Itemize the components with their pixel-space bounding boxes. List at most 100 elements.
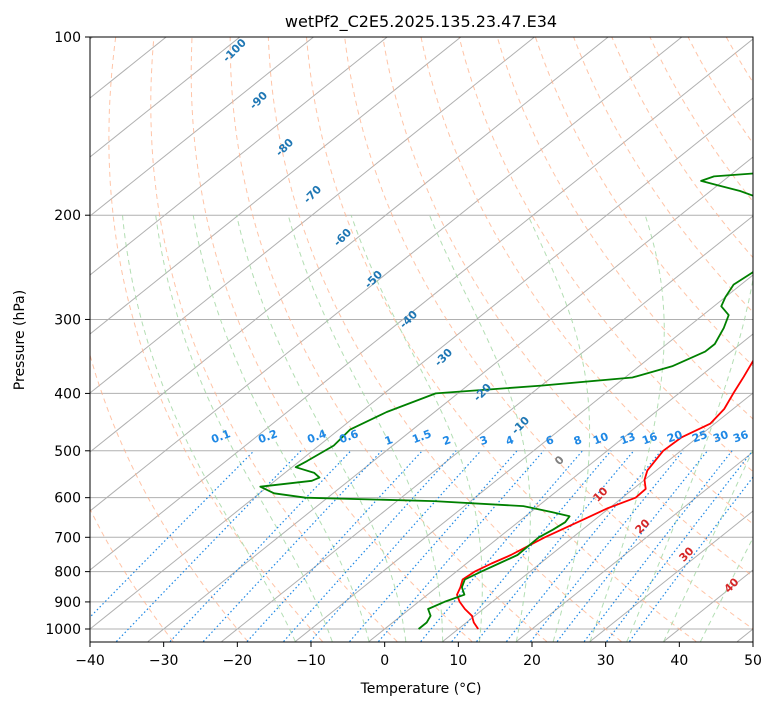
moist-adiabat-line	[192, 215, 370, 642]
x-axis: −40 −30 −20 −10 0 10 20 30 40 50	[75, 642, 762, 669]
dewpoint-profile-line	[259, 172, 753, 630]
mixing-ratio-label: 4	[504, 433, 516, 448]
mixing-ratio-line	[169, 450, 352, 642]
adiabat-label: 10	[591, 484, 611, 504]
dry-adiabats	[90, 37, 775, 642]
mixing-ratio-label: 6	[544, 433, 556, 448]
mixing-ratio-label: 36	[731, 428, 750, 446]
mixing-ratio-label: 25	[690, 428, 709, 445]
dry-adiabat-line	[534, 37, 753, 367]
line-labels: -100-90-80-70-60-50-40-30-20-10010203040…	[209, 36, 750, 596]
mixing-ratio-line	[530, 450, 684, 642]
moist-adiabat-line	[589, 215, 665, 642]
dry-adiabat-line	[725, 37, 753, 84]
mixing-ratio-line	[476, 450, 635, 642]
mixing-ratio-label: 1.5	[410, 427, 433, 446]
moist-adiabat-line	[527, 214, 591, 642]
adiabat-label: 30	[677, 544, 697, 564]
mixing-ratio-line	[349, 450, 518, 642]
isotherm-line	[442, 392, 753, 642]
dry-adiabat-line	[687, 37, 753, 145]
dry-adiabat-line	[150, 37, 398, 642]
moist-adiabat-line	[350, 215, 483, 642]
dry-adiabat-line	[496, 37, 753, 420]
isotherm-line	[221, 215, 753, 642]
mixing-ratio-line	[246, 450, 423, 642]
mixing-ratio-line	[629, 476, 753, 642]
adiabat-label: -40	[397, 308, 420, 331]
dry-adiabat-line	[764, 37, 775, 642]
dry-adiabat-line	[267, 37, 622, 642]
mixing-ratio-label: 0.6	[337, 427, 360, 446]
mixing-ratio-line	[378, 450, 545, 642]
y-tick-label: 600	[54, 491, 81, 507]
adiabat-label: -10	[509, 414, 532, 437]
adiabat-label: -100	[220, 36, 249, 65]
moist-adiabats	[122, 214, 753, 642]
moist-adiabat-line	[429, 215, 531, 642]
sounding-series	[259, 172, 753, 630]
y-axis: 100 200 300 400 500 600 700 800 900 1000	[45, 30, 90, 638]
moist-adiabat-line	[663, 448, 753, 642]
x-tick-label: 10	[449, 653, 467, 669]
moist-adiabat-line	[236, 215, 407, 642]
temperature-profile-line	[456, 359, 753, 630]
x-tick-label: −10	[296, 653, 326, 669]
mixing-ratio-label: 0.1	[209, 427, 232, 446]
mixing-ratio-line	[115, 450, 302, 642]
mixing-ratio-label: 8	[572, 433, 584, 448]
mixing-ratio-label: 20	[665, 428, 684, 446]
adiabat-label: 20	[633, 516, 653, 536]
mixing-ratio-label: 30	[711, 428, 730, 446]
x-tick-label: 20	[523, 653, 541, 669]
mixing-ratio-label: 0.4	[305, 427, 328, 446]
adiabat-label: -20	[471, 381, 494, 404]
dry-adiabat-line	[229, 37, 548, 642]
adiabat-label: -70	[301, 183, 324, 206]
x-tick-label: 40	[670, 653, 688, 669]
x-tick-label: 50	[744, 653, 762, 669]
y-tick-label: 700	[54, 530, 81, 546]
dry-adiabat-line	[108, 37, 323, 642]
moist-adiabat-line	[155, 215, 333, 642]
isotherm-line	[90, 37, 241, 158]
y-axis-title: Pressure (hPa)	[12, 290, 28, 390]
dry-adiabat-line	[382, 37, 753, 578]
plot-area: -100-90-80-70-60-50-40-30-20-10010203040…	[90, 36, 775, 642]
x-tick-label: −30	[149, 653, 179, 669]
y-tick-label: 1000	[45, 622, 81, 638]
y-tick-label: 900	[54, 595, 81, 611]
adiabat-label: -50	[362, 268, 385, 291]
mixing-ratio-line	[283, 450, 457, 642]
isotherm-line	[90, 38, 753, 571]
moist-adiabat-line	[700, 536, 753, 642]
y-tick-label: 500	[54, 444, 81, 460]
dry-adiabat-line	[344, 37, 753, 630]
mixing-ratio-line	[309, 450, 482, 642]
isotherm-line	[589, 510, 753, 642]
isotherm-line	[295, 274, 753, 642]
x-tick-label: −40	[75, 653, 105, 669]
x-tick-label: 30	[597, 653, 615, 669]
isotherm-line	[90, 37, 462, 335]
isotherm-line	[516, 451, 753, 642]
isotherm-line	[90, 37, 683, 512]
mixing-ratio-label: 3	[478, 433, 490, 448]
mixing-ratio-line	[90, 450, 255, 618]
chart-title: wetPf2_C2E5.2025.135.23.47.E34	[285, 12, 557, 32]
y-tick-label: 100	[54, 30, 81, 46]
y-tick-label: 300	[54, 312, 81, 328]
adiabat-label: -80	[273, 136, 296, 159]
mixing-ratio-line	[420, 450, 583, 642]
isotherm-line	[90, 37, 314, 217]
isotherm-line	[368, 333, 753, 642]
isotherm-line	[737, 628, 753, 642]
dry-adiabat-line	[573, 37, 753, 313]
mixing-ratio-line	[451, 450, 612, 642]
moist-adiabat-line	[626, 276, 753, 642]
adiabat-label: -90	[247, 89, 270, 112]
dry-adiabat-line	[190, 37, 473, 642]
dry-adiabat-line	[306, 37, 697, 642]
mixing-ratio-lines	[90, 450, 753, 642]
